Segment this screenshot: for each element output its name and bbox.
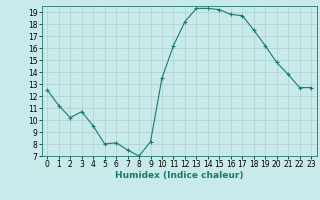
X-axis label: Humidex (Indice chaleur): Humidex (Indice chaleur): [115, 171, 244, 180]
